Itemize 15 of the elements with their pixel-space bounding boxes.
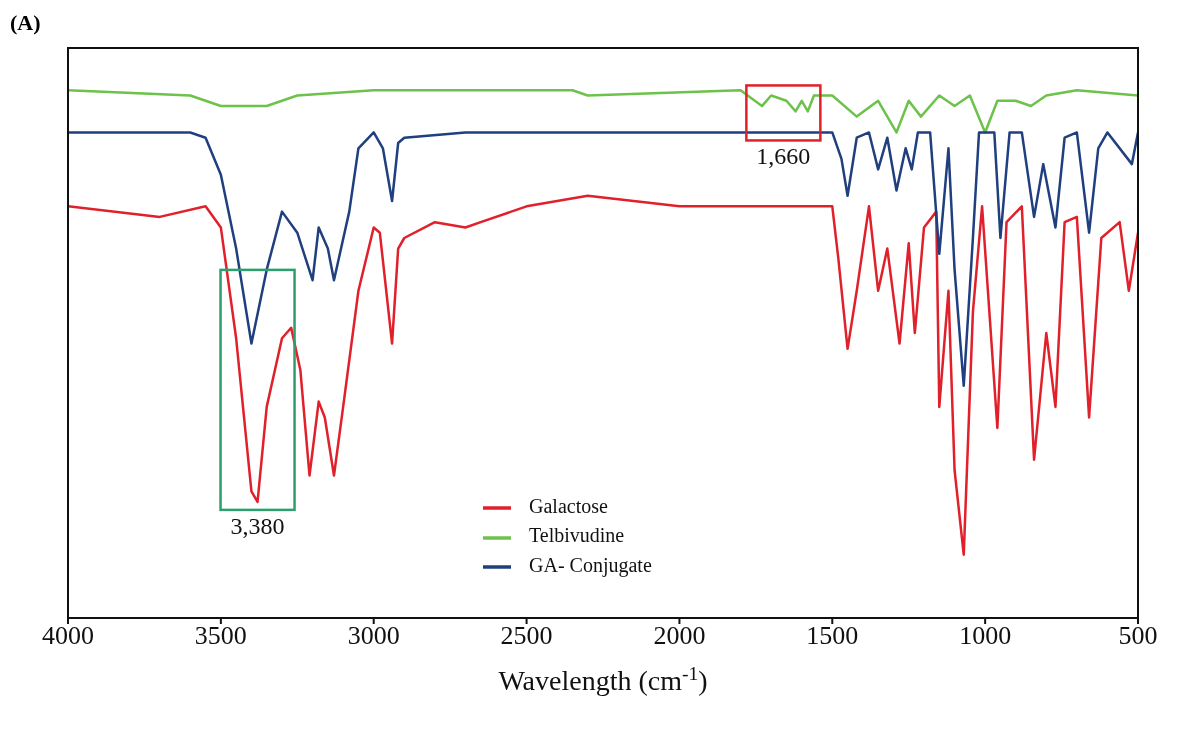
x-tick-label: 500 — [1118, 621, 1158, 651]
legend-label: Telbivudine — [529, 524, 625, 547]
annotation: 1,660 — [756, 143, 811, 170]
x-tick-label: 1500 — [806, 621, 859, 651]
legend-label: Galactose — [529, 495, 608, 517]
x-tick-label: 1000 — [959, 621, 1012, 651]
x-tick-label: 2000 — [653, 621, 706, 651]
legend-label: GA- Conjugate — [529, 553, 652, 576]
x-tick-label: 2500 — [500, 621, 553, 651]
text: (A) — [10, 10, 41, 36]
x-tick-label: 3000 — [347, 621, 400, 651]
x-tick-label: 3500 — [194, 621, 247, 651]
x-axis-title: Wavelength (cm$^{-1}$) — [498, 662, 708, 696]
x-tick-label: 4000 — [42, 621, 94, 651]
annotation: 3,380 — [230, 512, 285, 539]
